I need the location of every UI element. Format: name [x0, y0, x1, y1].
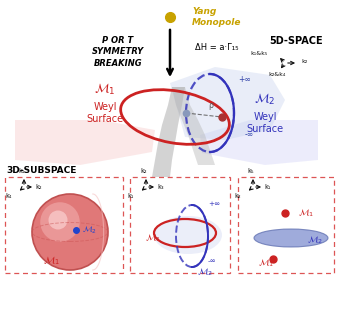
Circle shape: [48, 210, 68, 229]
Text: Yang
Monopole: Yang Monopole: [192, 7, 241, 27]
Text: +∞: +∞: [238, 75, 251, 84]
Text: k₂: k₂: [141, 168, 147, 174]
FancyBboxPatch shape: [130, 177, 230, 273]
Text: $\mathcal{M}_1$: $\mathcal{M}_1$: [258, 257, 274, 269]
Text: k₁: k₁: [19, 168, 25, 174]
Text: k₂&k₄: k₂&k₄: [268, 72, 286, 77]
Text: 5D-SPACE: 5D-SPACE: [269, 36, 323, 46]
Text: $\mathcal{M}_1$: $\mathcal{M}_1$: [44, 254, 61, 267]
Text: k₂: k₂: [301, 59, 307, 64]
Text: +∞: +∞: [208, 201, 220, 207]
Text: k₄: k₄: [5, 194, 11, 200]
Text: k₅: k₅: [248, 168, 254, 174]
Text: -∞: -∞: [208, 258, 217, 264]
Text: k₂: k₂: [36, 184, 42, 190]
FancyBboxPatch shape: [238, 177, 334, 273]
Text: $\mathcal{M}_2$: $\mathcal{M}_2$: [307, 234, 323, 246]
Polygon shape: [170, 67, 285, 140]
Text: ΔH = a·Γ₁₅: ΔH = a·Γ₁₅: [195, 43, 239, 52]
Text: ρ: ρ: [208, 101, 213, 110]
Ellipse shape: [154, 216, 222, 254]
Text: Weyl
Surface: Weyl Surface: [246, 112, 284, 134]
Circle shape: [32, 194, 108, 270]
Text: $\mathcal{M}_2$: $\mathcal{M}_2$: [82, 224, 97, 236]
Text: 3D-SUBSPACE: 3D-SUBSPACE: [6, 166, 76, 175]
Text: $\mathcal{M}_2$: $\mathcal{M}_2$: [197, 267, 213, 278]
Polygon shape: [15, 120, 155, 165]
Text: k₃: k₃: [158, 184, 164, 190]
Polygon shape: [172, 87, 215, 165]
Polygon shape: [200, 120, 318, 165]
Text: k₁&k₅: k₁&k₅: [250, 51, 268, 56]
Circle shape: [40, 202, 80, 242]
Text: $\mathcal{M}_1$: $\mathcal{M}_1$: [298, 207, 314, 219]
Text: -∞: -∞: [245, 130, 254, 139]
Text: k₁: k₁: [265, 184, 271, 190]
Ellipse shape: [254, 229, 328, 247]
Text: $\mathcal{M}_1$: $\mathcal{M}_1$: [145, 232, 161, 244]
Text: Weyl
Surface: Weyl Surface: [87, 102, 124, 124]
Text: $\mathcal{M}_1$: $\mathcal{M}_1$: [94, 82, 116, 97]
Text: k₂: k₂: [234, 194, 241, 200]
Text: $\mathcal{M}_2$: $\mathcal{M}_2$: [255, 92, 276, 107]
Polygon shape: [152, 87, 185, 177]
Text: P OR T
SYMMETRY
BREAKING: P OR T SYMMETRY BREAKING: [92, 36, 144, 68]
Text: k₁: k₁: [127, 194, 134, 200]
FancyBboxPatch shape: [5, 177, 123, 273]
